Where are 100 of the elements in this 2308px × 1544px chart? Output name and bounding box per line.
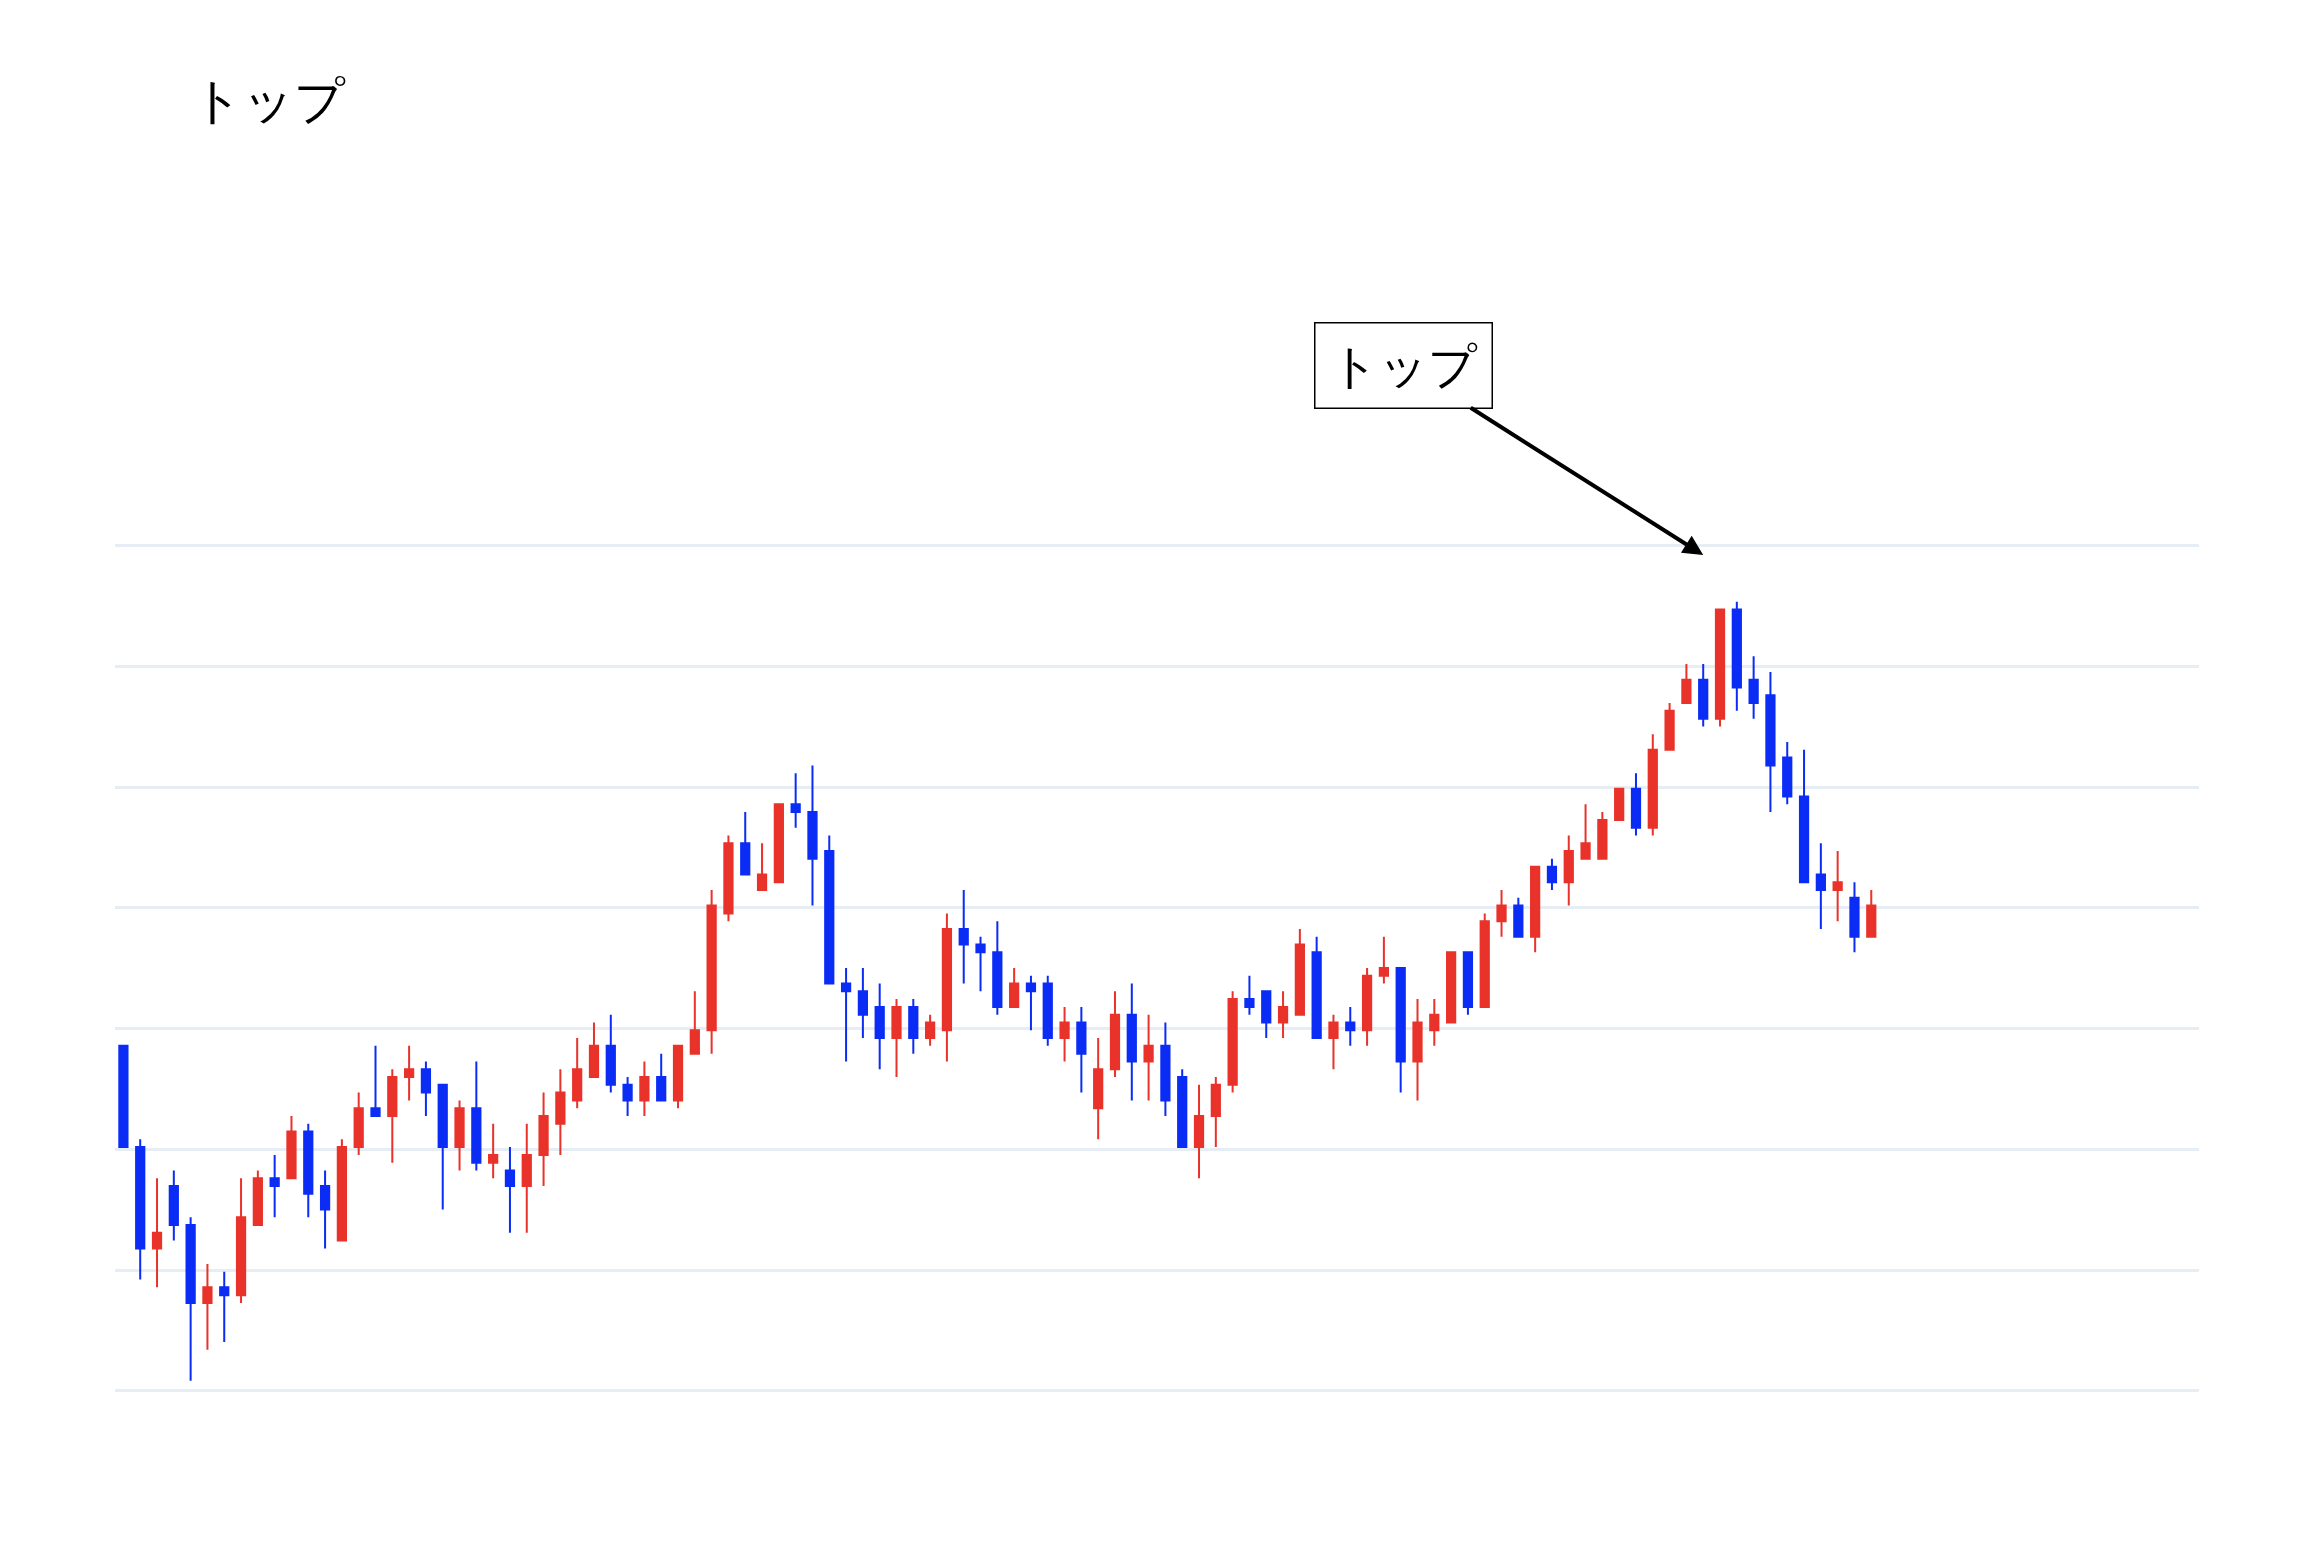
- candlestick: [1849, 881, 1860, 954]
- candlestick: [1731, 600, 1742, 712]
- candlestick: [740, 811, 751, 876]
- candlestick: [269, 1153, 280, 1219]
- candlestick: [420, 1060, 432, 1117]
- candlestick: [975, 935, 986, 993]
- candlestick: [1698, 663, 1709, 728]
- candlestick: [1546, 857, 1558, 892]
- candlestick: [404, 1044, 415, 1102]
- candlestick: [1294, 927, 1305, 1016]
- candlestick: [235, 1177, 247, 1304]
- candlestick: [1210, 1076, 1221, 1149]
- candlestick: [1361, 966, 1373, 1047]
- candlestick: [1076, 1005, 1087, 1094]
- candlestick: [622, 1076, 633, 1117]
- candlestick: [370, 1044, 381, 1117]
- candlestick: [1177, 1068, 1188, 1149]
- candlestick: [1748, 655, 1759, 720]
- candlestick: [454, 1099, 465, 1172]
- candlestick: [1328, 1013, 1339, 1071]
- candlestick: [706, 889, 717, 1055]
- candlestick: [1261, 990, 1272, 1040]
- candlestick: [303, 1122, 314, 1219]
- candlestick: [1681, 663, 1692, 705]
- candlestick: [488, 1122, 499, 1180]
- candlestick: [1109, 990, 1121, 1079]
- candlestick: [790, 772, 801, 829]
- candlestick: [185, 1216, 196, 1382]
- candlestick: [672, 1044, 684, 1110]
- candlestick: [941, 912, 953, 1063]
- candlestick: [1345, 1005, 1356, 1047]
- candlestick: [538, 1091, 549, 1188]
- candlestick: [656, 1052, 667, 1102]
- candlestick: [353, 1091, 364, 1156]
- candlestick: [118, 1044, 129, 1149]
- candlestick: [1160, 1021, 1171, 1117]
- candlestick: [1647, 733, 1658, 837]
- candlestick: [1244, 974, 1255, 1016]
- candlestick: [773, 803, 784, 884]
- candlestick: [824, 834, 835, 985]
- candlestick: [1815, 842, 1826, 930]
- candlestick: [1496, 889, 1507, 938]
- candlestick: [437, 1083, 448, 1211]
- candlestick: [1446, 951, 1457, 1024]
- candlestick: [1563, 834, 1574, 907]
- candlestick: [286, 1114, 297, 1180]
- candlestick: [1866, 889, 1877, 938]
- candlestick: [1093, 1037, 1104, 1141]
- candlestick: [908, 998, 919, 1055]
- candlestick: [1614, 787, 1625, 821]
- candlestick: [1462, 951, 1474, 1016]
- candlestick: [1059, 1005, 1070, 1063]
- candlestick: [555, 1068, 566, 1156]
- candlestick: [689, 990, 700, 1055]
- candlestick: [1765, 670, 1776, 814]
- candlestick: [874, 982, 885, 1071]
- candlestick: [588, 1021, 600, 1079]
- candlestick: [1042, 974, 1053, 1047]
- candlestick: [1227, 990, 1238, 1094]
- candlestick: [1193, 1083, 1205, 1180]
- chart-title: トップ: [191, 71, 346, 130]
- candlestick: [219, 1270, 230, 1343]
- candlestick: [1412, 998, 1423, 1102]
- candlestick: [925, 1013, 936, 1047]
- candlestick: [1143, 1013, 1154, 1102]
- candlestick: [723, 834, 734, 923]
- candlestick: [387, 1068, 398, 1164]
- candlestick: [1429, 998, 1440, 1047]
- candlestick: [1025, 974, 1037, 1032]
- candlestick: [252, 1169, 263, 1227]
- candlestick: [168, 1169, 179, 1242]
- candlestick: [1664, 702, 1675, 751]
- candlestick: [992, 920, 1003, 1016]
- candlestick: [840, 966, 852, 1063]
- candlestick: [572, 1037, 583, 1110]
- candlestick: [1832, 850, 1843, 923]
- candlestick: [151, 1177, 163, 1289]
- candlestick: [756, 842, 768, 892]
- candlestick: [1126, 982, 1137, 1102]
- candlestick: [807, 764, 818, 907]
- candlestick: [336, 1138, 347, 1242]
- candlestick: [958, 889, 969, 985]
- candlestick: [1513, 896, 1524, 938]
- candlestick: [857, 966, 868, 1040]
- candlestick: [319, 1169, 331, 1250]
- candlestick: [471, 1060, 482, 1172]
- candlestick: [1378, 935, 1389, 985]
- candlestick: [891, 998, 902, 1079]
- candlestick: [1530, 865, 1541, 954]
- candlestick: [1311, 935, 1322, 1040]
- candlestick: [1580, 803, 1591, 860]
- candlestick: [639, 1060, 650, 1117]
- candlestick: [1714, 608, 1726, 728]
- candlestick: [605, 1013, 616, 1094]
- candlestick: [1597, 811, 1608, 860]
- candlestick: [202, 1262, 213, 1351]
- candlestick: [1479, 912, 1490, 1008]
- candlestick: [1277, 990, 1289, 1040]
- candlestick: [135, 1138, 146, 1281]
- text: トップ: [1329, 337, 1478, 394]
